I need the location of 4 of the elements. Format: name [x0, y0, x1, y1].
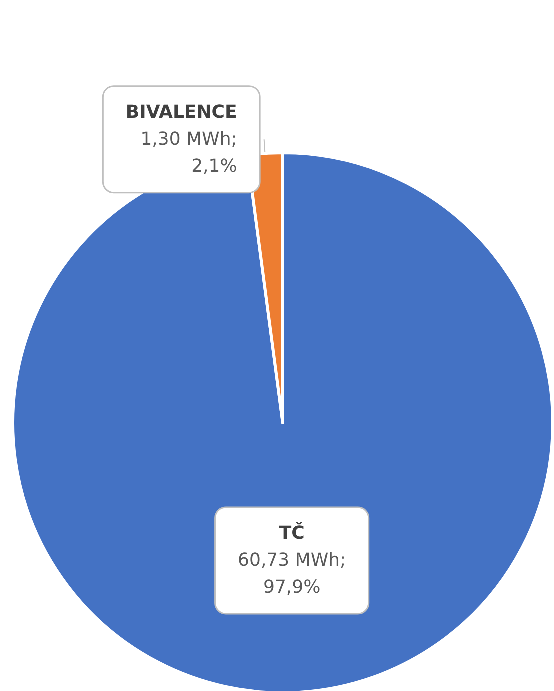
slice-label: BIVALENCE [126, 102, 238, 124]
slice-label: TČ [279, 522, 305, 544]
data-label: 1,30 MWh; 2,1% [140, 129, 238, 178]
data-label: 60,73 MWh; 97,9% [238, 550, 346, 598]
